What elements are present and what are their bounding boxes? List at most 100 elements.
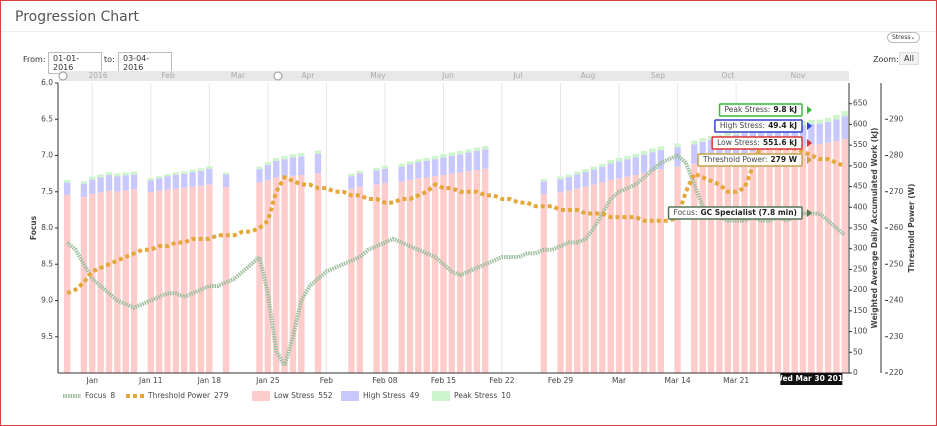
bar-segment (64, 194, 71, 373)
bar-segment (105, 190, 113, 373)
bar-segment (582, 169, 589, 173)
bar-segment (732, 155, 740, 373)
bar-segment (833, 119, 840, 141)
x-tick-label: Feb 08 (372, 376, 397, 385)
bar-segment (64, 182, 71, 195)
bar-segment (264, 162, 272, 166)
line-series (65, 153, 847, 371)
bar-segment (147, 191, 154, 373)
bar-segment (540, 194, 547, 373)
bar-segment (181, 173, 188, 188)
bar-segment (105, 174, 113, 191)
legend-label: Focus (85, 391, 107, 400)
x-tick-label: Jan 18 (197, 376, 222, 385)
bar-segment (699, 161, 706, 373)
to-label: to: (104, 55, 115, 64)
bar-segment (298, 156, 305, 175)
bar-segment (314, 150, 322, 154)
bar-segment (222, 172, 230, 175)
bar-segment (473, 147, 481, 151)
bar-segment (557, 179, 564, 193)
bar-segment (699, 141, 706, 162)
bar-segment (791, 126, 798, 147)
y-tick-label: 9.0 (41, 296, 53, 305)
bar-segment (89, 176, 96, 180)
bar-segment (373, 184, 380, 373)
tooltip-value: 9.8 kJ (773, 105, 797, 114)
bar-segment (130, 189, 138, 373)
bar-segment (348, 173, 355, 177)
bar-segment (774, 148, 782, 373)
bar-segment (582, 186, 589, 373)
bar-segment (381, 165, 389, 169)
bar-segment (273, 177, 280, 373)
bar-segment (632, 153, 639, 158)
bar-segment (649, 148, 656, 153)
y2-tick-label: 200 (853, 285, 868, 294)
bar-segment (640, 150, 648, 155)
bar-segment (155, 176, 163, 179)
y-tick-label: 8.0 (41, 223, 53, 232)
bar-segment (465, 152, 472, 172)
tooltip-pointer (807, 139, 812, 147)
bar-segment (691, 144, 698, 164)
tooltip-value: GC Specialist (7.8 min) (701, 208, 798, 217)
bar-segment (172, 172, 180, 175)
navigator-handle[interactable] (58, 71, 68, 81)
bar-segment (457, 172, 464, 373)
x-tick-label: Feb 29 (548, 376, 573, 385)
bar-segment (381, 168, 389, 184)
bar-segment (147, 180, 154, 192)
bar-segment (808, 119, 815, 125)
page-title: Progression Chart (15, 9, 139, 25)
bar-segment (707, 159, 715, 373)
bar-segment (256, 166, 263, 170)
bar-segment (816, 143, 823, 373)
bar-segment (473, 150, 481, 170)
bar-segment (691, 140, 698, 145)
bar-segment (181, 171, 188, 174)
bar-segment (281, 176, 288, 373)
bar-segment (607, 160, 614, 164)
bar-segment (114, 173, 121, 177)
y2-axis-title: Weighted Average Daily Accumulated Work … (870, 128, 879, 329)
bar-segment (197, 185, 205, 373)
bar-segment (640, 154, 648, 173)
bar-segment (833, 141, 840, 373)
bar-segment (431, 159, 439, 177)
tooltip-box (697, 153, 803, 167)
bar-segment (373, 167, 380, 171)
bar-segment (105, 172, 113, 175)
bar-segment (808, 124, 815, 145)
tooltip-box (718, 103, 803, 117)
bar-segment (457, 150, 464, 155)
y-tick-label: 7.0 (41, 151, 53, 160)
bar-segment (314, 153, 322, 174)
bar-segment (465, 149, 472, 153)
bar-segment (406, 161, 414, 165)
bar-segment (281, 155, 288, 160)
y2-tick-label: 0 (853, 368, 858, 377)
bar-segment (440, 154, 447, 158)
bar-segment (624, 176, 631, 373)
bar-segment (482, 145, 489, 150)
y3-tick-label: 220 (889, 368, 904, 377)
bar-segment (565, 174, 573, 178)
navigator-label: Aug (581, 71, 596, 80)
x-tick-label: Feb 15 (431, 376, 456, 385)
navigator-handle[interactable] (273, 71, 283, 81)
bar-segment (657, 150, 665, 170)
navigator-label: Nov (791, 71, 806, 80)
metric-button[interactable]: Stress⌄ (887, 32, 921, 43)
bar-segment (557, 176, 564, 180)
zoom-all-button[interactable]: All (899, 52, 919, 65)
navigator-label: Mar (231, 71, 246, 80)
navigator-label: 2016 (88, 71, 107, 80)
legend-label: Peak Stress (454, 391, 497, 400)
bar-segment (114, 176, 121, 192)
bar-segment (582, 172, 589, 187)
bar-segment (557, 192, 564, 373)
bar-segment (164, 174, 171, 177)
bar-segment (298, 153, 305, 157)
bar-segment (657, 146, 665, 151)
